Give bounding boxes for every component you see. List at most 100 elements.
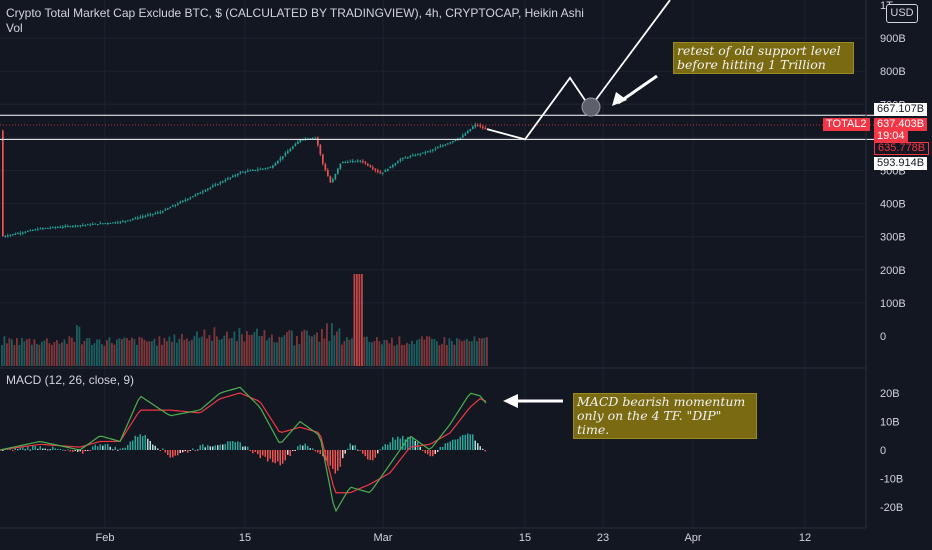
volume-bar (36, 343, 38, 366)
macd-histogram-bar (342, 450, 344, 459)
candle-body (404, 157, 407, 159)
candle-body (147, 214, 149, 216)
candle-body (207, 188, 209, 190)
candle-body (262, 168, 264, 170)
volume-bar (183, 339, 186, 366)
macd-histogram-bar (177, 450, 179, 456)
candle-body (427, 151, 429, 153)
candle-body (129, 219, 132, 221)
candle-body (14, 233, 17, 235)
candle-body (434, 148, 437, 150)
volume-bar (233, 331, 236, 366)
macd-histogram-bar (312, 448, 314, 450)
candle-body (242, 171, 244, 173)
candle-body (57, 227, 59, 229)
macd-histogram-bar (227, 441, 229, 450)
candle-body (239, 172, 242, 174)
candle-body (424, 152, 427, 154)
volume-bar (253, 332, 256, 366)
candle-body (59, 227, 62, 229)
candle-body (394, 163, 397, 166)
volume-bar (28, 338, 31, 366)
volume-bar (158, 336, 161, 366)
candle-body (254, 169, 257, 171)
volume-bar (63, 339, 66, 366)
volume-bar (156, 345, 158, 366)
candle-body (349, 161, 352, 163)
volume-bar (418, 338, 421, 366)
volume-label: Vol (6, 21, 23, 35)
macd-histogram-bar (384, 444, 386, 450)
macd-histogram-bar (39, 446, 41, 450)
macd-histogram-bar (144, 434, 146, 450)
volume-bar (428, 336, 431, 366)
candle-body (329, 176, 332, 183)
candle-body (159, 212, 162, 214)
candle-body (249, 170, 252, 172)
macd-histogram-bar (354, 445, 356, 450)
volume-bar (248, 335, 251, 366)
macd-histogram-bar (429, 450, 431, 457)
candle-body (44, 227, 47, 229)
macd-histogram-bar (119, 448, 121, 450)
macd-histogram-bar (444, 443, 446, 450)
volume-bar (208, 335, 211, 366)
macd-histogram-bar (467, 433, 469, 450)
volume-bar (313, 334, 316, 366)
macd-histogram-bar (374, 450, 376, 458)
candle-body (134, 217, 137, 219)
volume-bar (188, 341, 191, 366)
volume-bar (441, 344, 443, 366)
volume-bar (343, 340, 346, 366)
candle-body (317, 137, 319, 145)
macd-histogram-bar (464, 434, 466, 450)
volume-bar (463, 340, 466, 366)
volume-bar (401, 344, 403, 366)
volume-bar (56, 340, 58, 366)
macd-histogram-bar (449, 441, 451, 450)
currency-button[interactable]: USD (886, 4, 918, 23)
volume-bar (298, 344, 301, 366)
macd-histogram-bar (59, 448, 61, 450)
volume-bar (426, 336, 428, 366)
candle-body (252, 169, 254, 171)
macd-histogram-bar (399, 438, 401, 450)
volume-bar (23, 341, 26, 366)
macd-arrow-head (503, 394, 518, 408)
time-axis-label: Mar (374, 532, 393, 544)
candle-body (24, 231, 27, 233)
volume-bar (291, 330, 293, 366)
candle-body (94, 223, 97, 225)
volume-bar (78, 326, 81, 366)
candle-body (4, 235, 7, 237)
macd-histogram-bar (249, 450, 251, 451)
volume-bar (403, 344, 406, 366)
volume-bar (128, 340, 131, 366)
macd-histogram-bar (247, 446, 249, 450)
volume-bar (406, 342, 408, 366)
macd-line (0, 386, 487, 513)
macd-histogram-bar (212, 446, 214, 450)
macd-histogram-bar (124, 447, 126, 450)
macd-histogram-bar (294, 450, 296, 451)
macd-histogram-bar (89, 450, 91, 451)
macd-histogram-bar (457, 438, 459, 450)
macd-histogram-bar (107, 443, 109, 450)
macd-histogram-bar (297, 446, 299, 450)
candle-body (29, 230, 32, 232)
candle-body (332, 179, 334, 183)
volume-bar (283, 335, 286, 366)
candle-body (187, 198, 189, 201)
volume-bar (386, 340, 388, 366)
volume-bar (108, 337, 111, 366)
candle-body (192, 196, 194, 198)
macd-histogram-bar (337, 450, 339, 471)
volume-bar (211, 340, 213, 366)
price-axis-label: 900B (880, 33, 906, 45)
volume-bar (251, 334, 253, 366)
candle-body (334, 173, 337, 180)
macd-histogram-bar (237, 441, 239, 450)
lower-line-price-label: 593.914B (874, 157, 928, 170)
candle-body (177, 203, 179, 205)
